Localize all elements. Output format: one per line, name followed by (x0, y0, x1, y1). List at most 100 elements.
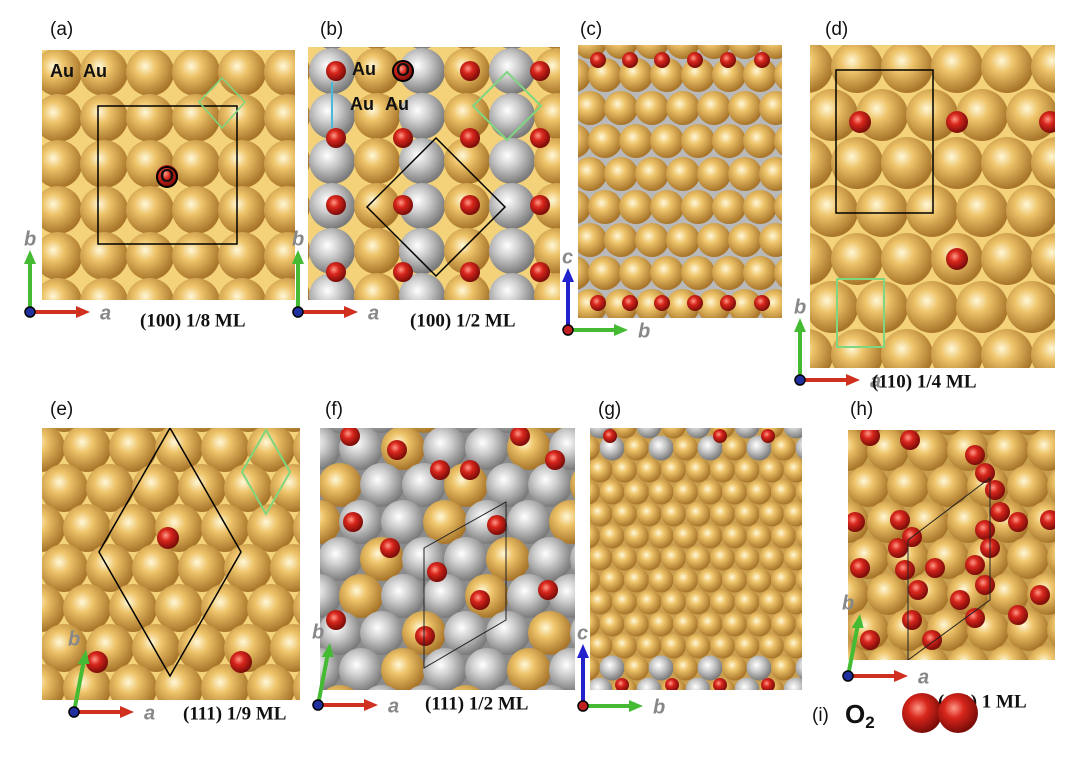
atom (489, 138, 535, 184)
oxygen-atom (902, 610, 922, 630)
atom (178, 624, 226, 672)
atom (759, 501, 784, 527)
atom (710, 589, 735, 615)
oxygen-atom (86, 651, 108, 673)
atom (494, 685, 522, 690)
oxygen-atom (890, 510, 910, 530)
atom (808, 590, 833, 615)
atom (624, 567, 649, 593)
atom (636, 589, 662, 615)
oxygen-atom (720, 52, 736, 68)
atom (1056, 89, 1080, 141)
atom (728, 289, 762, 318)
oxygen-atom (713, 678, 727, 690)
atom (489, 183, 535, 229)
atom (309, 318, 355, 364)
atom (507, 648, 551, 690)
o2-atom (938, 693, 978, 733)
atom (934, 430, 962, 435)
atom (423, 428, 467, 470)
atom (771, 479, 796, 505)
annotation: Au (350, 94, 374, 114)
atom (697, 523, 723, 549)
atom (722, 523, 747, 549)
atom (681, 58, 715, 92)
atom (63, 504, 111, 552)
atom (502, 47, 522, 49)
panel-caption: (100) 1/8 ML (140, 310, 246, 331)
atom (648, 523, 674, 549)
atom (848, 479, 849, 493)
atom (309, 273, 355, 300)
oxygen-atom (1008, 605, 1028, 625)
oxygen-atom (860, 430, 880, 446)
atom (810, 185, 858, 237)
atom (774, 258, 782, 288)
structure-panel (42, 50, 295, 300)
axis-arrow (72, 661, 86, 713)
atom (42, 186, 82, 234)
atom (612, 633, 637, 659)
atom (590, 501, 613, 527)
atom (881, 45, 933, 93)
oxygen-atom (487, 515, 507, 535)
atom (534, 138, 560, 184)
atom (808, 414, 833, 439)
atom (264, 232, 295, 280)
atom (685, 677, 711, 690)
atom (624, 523, 649, 549)
atom (722, 655, 747, 681)
oxygen-atom (900, 430, 920, 450)
atom (354, 138, 400, 184)
atom (264, 3, 310, 49)
atom (354, 183, 400, 229)
atom (599, 479, 625, 505)
atom (0, 384, 42, 432)
atom (636, 677, 662, 690)
axis-origin (562, 324, 574, 336)
axis-arrowhead (577, 644, 589, 658)
atom (452, 428, 480, 433)
oxygen-atom (754, 52, 770, 68)
oxygen-atom (538, 580, 558, 600)
atom (831, 45, 883, 93)
atom (247, 584, 295, 632)
atom (783, 457, 802, 483)
atom (795, 613, 802, 635)
oxygen-atom (530, 262, 550, 282)
structure-panel (320, 428, 575, 690)
atom (734, 428, 760, 439)
annotation: O (396, 60, 410, 80)
axis-label: c (577, 622, 588, 644)
atom (734, 545, 760, 571)
panel-caption: (111) 1/9 ML (183, 703, 286, 724)
oxygen-atom (654, 52, 670, 68)
atom (96, 428, 124, 432)
atom (444, 228, 490, 274)
atom (650, 256, 684, 290)
oxygen-atom (530, 195, 550, 215)
annotation: Au (83, 61, 107, 81)
panel-caption: (110) 1/4 ML (872, 371, 977, 392)
atom (590, 589, 613, 615)
atom (412, 47, 432, 49)
atom (132, 544, 180, 592)
atom (987, 430, 1029, 471)
panel-label: (f) (325, 399, 343, 420)
atom (722, 435, 747, 461)
atom (987, 573, 1029, 615)
atom (599, 567, 625, 593)
unit-cell (471, 70, 543, 142)
atom (536, 428, 564, 433)
atom (172, 186, 220, 234)
atom (685, 501, 711, 527)
atom (528, 537, 572, 581)
atom (685, 457, 711, 483)
atom (444, 611, 488, 655)
atom (578, 190, 591, 224)
atom (599, 523, 625, 549)
atom (612, 501, 637, 527)
atom (1067, 573, 1080, 615)
atom (178, 544, 226, 592)
